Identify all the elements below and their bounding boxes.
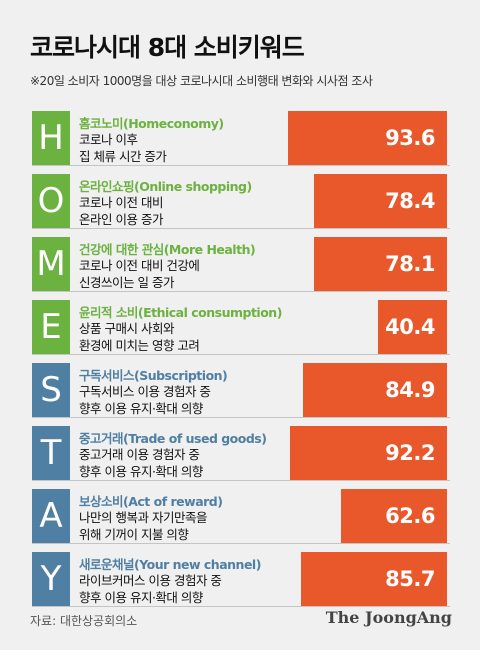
keyword-title: 중고거래(Trade of used goods) (79, 431, 267, 446)
letter-box-a: A (32, 489, 70, 543)
source-note: 자료: 대한상공회의소 (30, 614, 138, 628)
description-line-1: 나만의 행복과 자기만족을 (79, 510, 207, 525)
description-line-1: 코로나 이전 대비 건강에 (79, 258, 200, 273)
bar-area: 92.2 (277, 426, 447, 480)
description-line-2: 집 체류 시간 증가 (79, 149, 167, 164)
letter-box-s: S (32, 363, 70, 417)
description-line-2: 신경쓰이는 일 증가 (79, 275, 174, 290)
description-line-1: 중고거래 이용 경험자 중 (79, 447, 200, 462)
description-line-2: 향후 이용 유지·확대 의향 (79, 401, 203, 416)
bar-area: 40.4 (277, 300, 447, 354)
keyword-row-t: T 중고거래(Trade of used goods) 중고거래 이용 경험자 … (32, 426, 450, 481)
bar (303, 363, 447, 417)
letter-box-y: Y (32, 552, 70, 606)
keyword-title: 구독서비스(Subscription) (79, 368, 228, 383)
keyword-title: 새로운채널(Your new channel) (79, 557, 261, 572)
letter-box-m: M (32, 237, 70, 291)
keyword-title: 건강에 대한 관심(More Health) (79, 242, 256, 257)
description-line-1: 상품 구매시 사회와 (79, 321, 174, 336)
description-line-2: 위해 기꺼이 지불 의향 (79, 527, 189, 542)
keyword-row-e: E 윤리적 소비(Ethical consumption) 상품 구매시 사회와… (32, 300, 450, 355)
bar-value-label: 62.6 (385, 504, 435, 528)
bar (378, 300, 447, 354)
bar (314, 174, 447, 228)
description-line-2: 향후 이용 유지·확대 의향 (79, 464, 203, 479)
bar-area: 78.4 (277, 174, 447, 228)
bar-area: 62.6 (277, 489, 447, 543)
bar-value-label: 84.9 (385, 378, 435, 402)
description-line-2: 향후 이용 유지·확대 의향 (79, 590, 203, 605)
publisher-logo: The JoongAng (325, 608, 452, 627)
bar-area: 78.1 (277, 237, 447, 291)
keyword-row-y: Y 새로운채널(Your new channel) 라이브커머스 이용 경험자 … (32, 552, 450, 607)
keyword-title: 윤리적 소비(Ethical consumption) (79, 305, 282, 320)
bar (288, 111, 447, 165)
bar-value-label: 40.4 (385, 315, 435, 339)
keyword-title: 홈코노미(Homeconomy) (79, 116, 224, 131)
keyword-title: 보상소비(Act of reward) (79, 494, 223, 509)
description-line-1: 코로나 이후 (79, 132, 138, 147)
bar (314, 237, 447, 291)
description-line-1: 라이브커머스 이용 경험자 중 (79, 573, 222, 588)
bar-value-label: 93.6 (385, 126, 435, 150)
bar-area: 84.9 (277, 363, 447, 417)
bar (341, 489, 447, 543)
description-line-2: 환경에 미치는 영향 고려 (79, 338, 200, 353)
bar-value-label: 78.1 (385, 252, 435, 276)
letter-box-h: H (32, 111, 70, 165)
letter-box-t: T (32, 426, 70, 480)
bar (301, 552, 447, 606)
keyword-title: 온라인쇼핑(Online shopping) (79, 179, 252, 194)
chart-title: 코로나시대 8대 소비키워드 (30, 33, 305, 62)
bar-value-label: 78.4 (385, 189, 435, 213)
bar-area: 93.6 (277, 111, 447, 165)
letter-box-e: E (32, 300, 70, 354)
chart-subtitle: ※20일 소비자 1000명을 대상 코로나시대 소비행태 변화와 시사점 조사 (30, 74, 373, 88)
description-line-2: 온라인 이용 증가 (79, 212, 163, 227)
bar (290, 426, 447, 480)
description-line-1: 코로나 이전 대비 (79, 195, 163, 210)
bar-value-label: 85.7 (385, 567, 435, 591)
bar-value-label: 92.2 (385, 441, 435, 465)
bar-area: 85.7 (277, 552, 447, 606)
description-line-1: 구독서비스 이용 경험자 중 (79, 384, 211, 399)
letter-box-o: O (32, 174, 70, 228)
